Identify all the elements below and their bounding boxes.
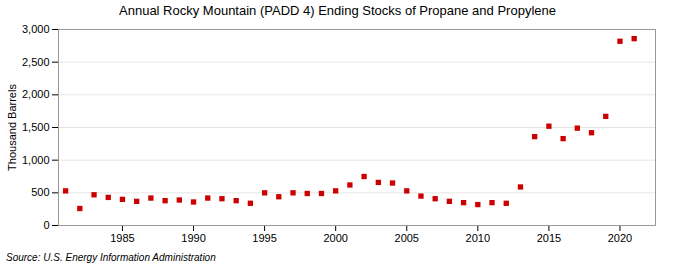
- html-text:Annual Rocky Mountain (PADD 4): Annual Rocky Mountain (PADD 4) Ending St…: [119, 3, 556, 18]
- svg-text:500: 500: [31, 186, 49, 198]
- svg-text:1,500: 1,500: [22, 121, 50, 133]
- svg-text:2,000: 2,000: [22, 88, 50, 100]
- svg-text:1,000: 1,000: [22, 154, 50, 166]
- svg-text:2015: 2015: [537, 232, 561, 244]
- svg-text:Thousand Barrels: Thousand Barrels: [6, 84, 18, 171]
- svg-text:0: 0: [43, 219, 49, 231]
- svg-text:2020: 2020: [608, 232, 632, 244]
- svg-text:1990: 1990: [181, 232, 205, 244]
- svg-text:2005: 2005: [395, 232, 419, 244]
- svg-text:1995: 1995: [252, 232, 276, 244]
- svg-text:3,000: 3,000: [22, 23, 50, 35]
- svg-text:2010: 2010: [466, 232, 490, 244]
- html-text:Source: U.S. Energy Informatio: Source: U.S. Energy Information Administ…: [6, 252, 216, 263]
- svg-text:2,500: 2,500: [22, 56, 50, 68]
- svg-text:2000: 2000: [323, 232, 347, 244]
- svg-text:1985: 1985: [110, 232, 134, 244]
